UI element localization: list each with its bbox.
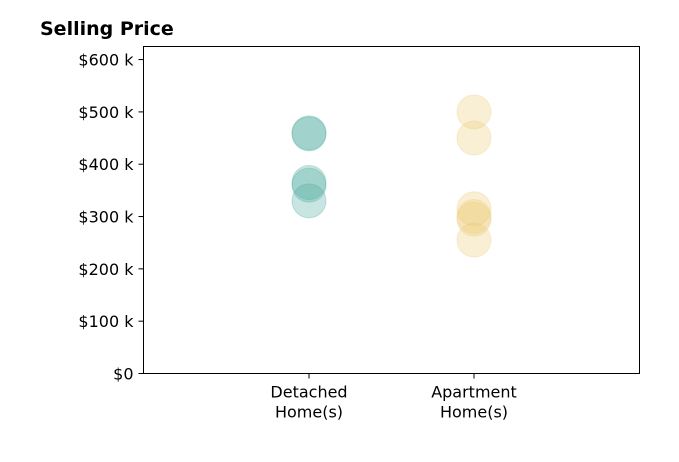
y-tick-label: $500 k	[78, 103, 134, 122]
scatter-point	[291, 115, 327, 151]
scatter-point	[291, 165, 327, 201]
x-tick-label: Home(s)	[275, 403, 343, 422]
scatter-point	[456, 191, 492, 227]
x-tick-label: Apartment	[431, 383, 517, 402]
scatter-point	[456, 120, 492, 156]
scatter-point	[456, 199, 492, 235]
y-tick-label: $400 k	[78, 155, 134, 174]
chart-title: Selling Price	[40, 18, 174, 40]
y-tick-label: $600 k	[78, 51, 134, 70]
y-tick-label: $100 k	[78, 312, 134, 331]
x-tick-label: Home(s)	[440, 403, 508, 422]
scatter-point	[456, 222, 492, 258]
scatter-point	[456, 201, 492, 237]
scatter-point	[456, 94, 492, 130]
scatter-point	[291, 183, 327, 219]
y-axis: $0 $100 k $200 k $300 k $400 k $500 k $600 k	[78, 51, 144, 384]
x-tick-label: Detached	[270, 383, 347, 402]
scatter-point	[291, 116, 327, 152]
y-tick-label: $0	[113, 365, 133, 384]
y-tick-label: $200 k	[78, 260, 134, 279]
scatter-point	[291, 167, 327, 203]
y-tick-label: $300 k	[78, 208, 134, 227]
chart-marks	[291, 94, 492, 258]
plot-frame	[143, 46, 640, 374]
